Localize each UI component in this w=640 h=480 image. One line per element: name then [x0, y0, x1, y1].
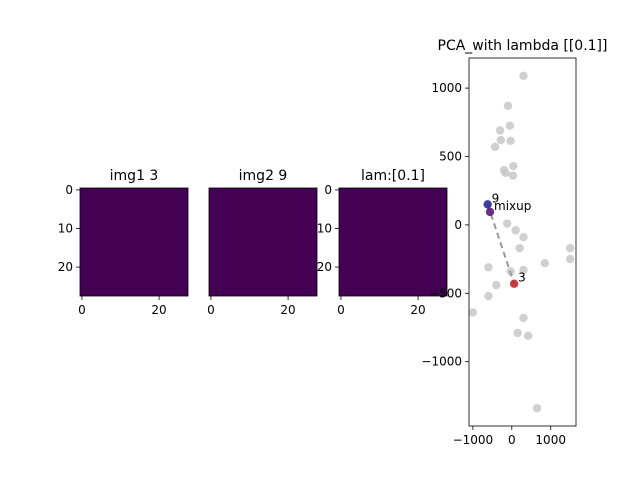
- x-tick-label: 0: [337, 303, 345, 317]
- point-label: 3: [518, 271, 526, 285]
- highlight-point: [483, 200, 492, 209]
- data-point: [565, 254, 575, 264]
- y-tick-label: 0: [324, 183, 332, 197]
- y-tick-label: 10: [58, 222, 73, 236]
- panel-title: img1 3: [110, 168, 159, 184]
- x-tick-label: 20: [410, 303, 425, 317]
- data-point: [505, 121, 515, 130]
- y-tick-label: 500: [439, 149, 462, 163]
- data-point: [469, 308, 478, 317]
- panel-frame: [208, 187, 318, 297]
- data-point: [511, 226, 520, 235]
- plot-area: [469, 71, 575, 413]
- panel-title: img2 9: [239, 168, 288, 184]
- y-tick-label: −1000: [421, 355, 462, 369]
- data-point: [495, 126, 505, 135]
- point-label: mixup: [494, 199, 531, 213]
- x-tick-label: 20: [280, 303, 295, 317]
- y-tick-label: 1000: [431, 81, 462, 95]
- data-point: [484, 291, 493, 301]
- data-point: [519, 265, 528, 275]
- data-point: [523, 331, 533, 340]
- data-point: [565, 243, 575, 253]
- data-point: [540, 259, 550, 268]
- data-point: [496, 135, 506, 145]
- data-point: [503, 101, 513, 111]
- highlight-point: [509, 279, 519, 288]
- y-tick-label: −500: [429, 286, 462, 300]
- x-tick-label: 20: [151, 303, 166, 317]
- panel-title: lam:[0.1]: [361, 168, 425, 184]
- x-tick-label: 0: [78, 303, 86, 317]
- y-tick-label: 0: [65, 183, 73, 197]
- data-point: [519, 71, 528, 80]
- data-point: [513, 328, 522, 338]
- panel-background: [80, 188, 188, 296]
- data-point: [532, 404, 542, 413]
- panel-img1: img1 3 0 10 20 0 20: [58, 168, 189, 317]
- panel-background: [209, 188, 317, 296]
- data-point: [490, 142, 500, 152]
- data-point: [484, 263, 493, 272]
- data-point: [501, 168, 510, 178]
- interpolation-line: [486, 204, 516, 285]
- panel-frame: [79, 187, 189, 297]
- image-panels: img1 3 0 10 20 0 20 img2 9 0 20 lam:[0.1] 0 10 20 0 20: [58, 168, 448, 317]
- data-point: [519, 313, 528, 323]
- panel-mix: lam:[0.1] 0 10 20 0 20: [317, 168, 448, 317]
- data-point: [508, 171, 518, 180]
- data-point: [506, 136, 515, 145]
- axes-frame: [468, 57, 577, 427]
- x-tick-label: 1000: [535, 433, 566, 447]
- x-tick-label: 0: [207, 303, 215, 317]
- y-tick-label: 10: [317, 222, 332, 236]
- highlight-point: [485, 207, 495, 217]
- y-tick-label: 0: [454, 218, 462, 232]
- chart-title: PCA_with lambda [[0.1]]: [438, 38, 608, 54]
- data-point: [515, 243, 524, 253]
- panel-background: [339, 188, 447, 296]
- x-tick-label: −1000: [453, 433, 494, 447]
- data-point: [519, 233, 528, 242]
- data-point: [509, 161, 518, 171]
- panel-img2: img2 9 0 20: [207, 168, 318, 317]
- y-tick-label: 20: [317, 260, 332, 274]
- y-tick-label: 20: [58, 260, 73, 274]
- x-tick-label: 0: [508, 433, 516, 447]
- panel-frame: [338, 187, 448, 297]
- point-label: 9: [492, 191, 500, 205]
- data-point: [502, 219, 512, 228]
- data-point: [492, 280, 501, 290]
